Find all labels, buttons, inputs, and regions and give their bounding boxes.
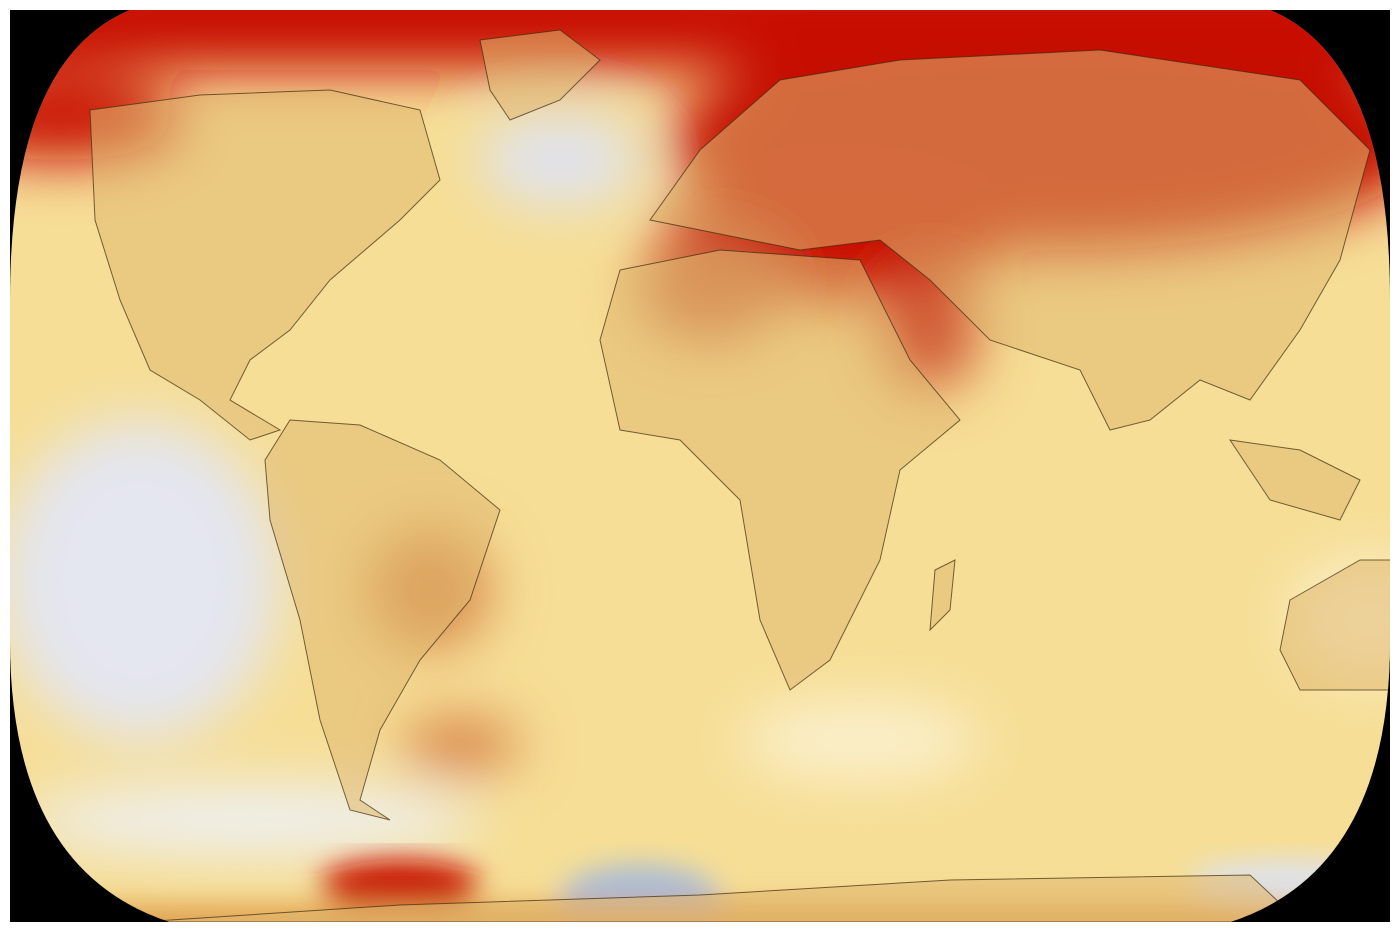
greenland xyxy=(479,29,601,121)
indian-light xyxy=(740,700,980,780)
europe-asia xyxy=(649,49,1371,431)
south-atlantic-warm xyxy=(400,720,520,770)
southern-cool xyxy=(20,785,480,855)
australia xyxy=(1279,559,1390,691)
africa xyxy=(599,249,961,691)
north-atlantic-cool xyxy=(480,115,640,205)
antarctic-peninsula-warm xyxy=(320,860,480,910)
continents xyxy=(89,29,1390,922)
southeast-asia-islands xyxy=(1228,439,1361,521)
antarctica xyxy=(139,874,1302,922)
madagascar xyxy=(929,559,956,632)
north-america xyxy=(89,89,441,441)
pacific-cool xyxy=(10,420,280,740)
south-america xyxy=(264,419,501,821)
